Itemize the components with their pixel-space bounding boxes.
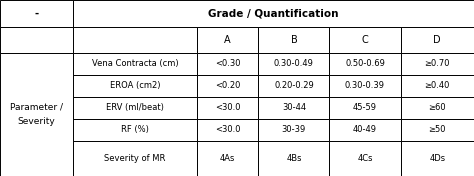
Text: D: D <box>433 35 441 45</box>
Bar <box>73 0 474 27</box>
Text: A: A <box>224 35 231 45</box>
Bar <box>258 141 329 176</box>
Bar <box>401 141 474 176</box>
Text: Severity: Severity <box>18 117 55 126</box>
Text: <30.0: <30.0 <box>215 103 240 112</box>
Text: 0.50-0.69: 0.50-0.69 <box>345 59 385 68</box>
Bar <box>401 53 474 75</box>
Bar <box>73 119 197 141</box>
Text: Severity of MR: Severity of MR <box>104 154 166 163</box>
Bar <box>73 75 197 97</box>
Text: 4Cs: 4Cs <box>357 154 373 163</box>
Text: 0.30-0.49: 0.30-0.49 <box>274 59 314 68</box>
Bar <box>258 27 329 53</box>
Bar <box>401 27 474 53</box>
Bar <box>329 27 401 53</box>
Bar <box>0 0 73 27</box>
Bar <box>329 75 401 97</box>
Text: 45-59: 45-59 <box>353 103 377 112</box>
Text: <0.30: <0.30 <box>215 59 240 68</box>
Text: 4Bs: 4Bs <box>286 154 301 163</box>
Text: 0.20-0.29: 0.20-0.29 <box>274 81 314 90</box>
Text: EROA (cm2): EROA (cm2) <box>110 81 160 90</box>
Text: 0.30-0.39: 0.30-0.39 <box>345 81 385 90</box>
Bar <box>258 97 329 119</box>
Bar <box>197 97 258 119</box>
Text: Grade / Quantification: Grade / Quantification <box>209 9 339 19</box>
Text: -: - <box>35 9 39 19</box>
Text: <30.0: <30.0 <box>215 125 240 134</box>
Text: <0.20: <0.20 <box>215 81 240 90</box>
Bar <box>258 53 329 75</box>
Bar <box>0 27 73 53</box>
Text: 4As: 4As <box>220 154 235 163</box>
Bar <box>73 53 197 75</box>
Bar <box>329 141 401 176</box>
Text: ERV (ml/beat): ERV (ml/beat) <box>106 103 164 112</box>
Text: ≥60: ≥60 <box>428 103 446 112</box>
Bar <box>329 97 401 119</box>
Bar <box>73 27 197 53</box>
Text: B: B <box>291 35 297 45</box>
Bar <box>401 97 474 119</box>
Bar <box>73 141 197 176</box>
Text: Vena Contracta (cm): Vena Contracta (cm) <box>92 59 178 68</box>
Bar <box>197 75 258 97</box>
Text: 30-39: 30-39 <box>282 125 306 134</box>
Bar <box>258 119 329 141</box>
Text: ≥0.40: ≥0.40 <box>425 81 450 90</box>
Bar <box>258 75 329 97</box>
Bar <box>329 119 401 141</box>
Bar <box>197 27 258 53</box>
Bar <box>197 141 258 176</box>
Bar <box>329 53 401 75</box>
Text: ≥0.70: ≥0.70 <box>425 59 450 68</box>
Text: 4Ds: 4Ds <box>429 154 446 163</box>
Text: Parameter /: Parameter / <box>10 103 63 112</box>
Text: C: C <box>362 35 368 45</box>
Bar <box>401 75 474 97</box>
Text: 40-49: 40-49 <box>353 125 377 134</box>
Text: ≥50: ≥50 <box>428 125 446 134</box>
Bar <box>197 53 258 75</box>
Bar <box>401 119 474 141</box>
Bar <box>0 53 73 176</box>
Text: RF (%): RF (%) <box>121 125 149 134</box>
Bar <box>197 119 258 141</box>
Text: 30-44: 30-44 <box>282 103 306 112</box>
Bar <box>73 97 197 119</box>
